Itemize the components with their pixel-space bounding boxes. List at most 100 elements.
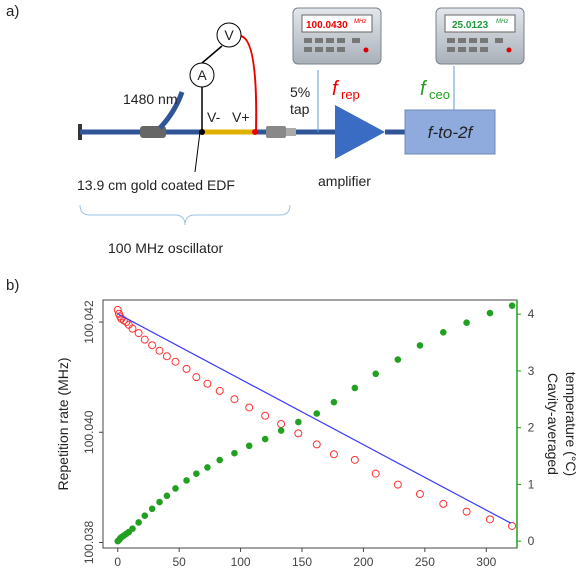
wire <box>201 45 223 132</box>
data-point <box>416 342 424 349</box>
data-point <box>277 420 286 428</box>
panel-label: a) <box>6 3 19 20</box>
x-tick-label: 250 <box>415 555 435 569</box>
x-tick-label: 300 <box>476 555 496 569</box>
data-point <box>172 485 179 492</box>
coupler <box>140 126 166 138</box>
f-rep-sub: rep <box>341 87 360 102</box>
data-point <box>261 411 270 420</box>
data-point <box>508 521 517 530</box>
data-point <box>330 398 338 406</box>
v-plus: V+ <box>232 109 250 125</box>
meter-reading: 100.0430 <box>306 20 348 31</box>
f-to-2f-box <box>404 109 496 155</box>
data-point <box>182 364 191 373</box>
wire <box>240 35 258 133</box>
data-point <box>215 386 224 395</box>
data-point <box>193 470 200 477</box>
voltmeter-label: V <box>224 27 234 43</box>
f-ceo: f <box>420 78 428 100</box>
data-point <box>155 346 164 355</box>
data-point <box>140 335 149 344</box>
diagram: a) A V 1480 nm V- V+ 13.9 cm gold coated… <box>6 3 525 294</box>
tap-label: 5% <box>290 84 310 100</box>
data-point <box>486 309 494 317</box>
data-point <box>204 464 211 471</box>
amplifier-label: amplifier <box>318 173 371 189</box>
data-point <box>462 507 471 516</box>
plot-frame <box>102 299 518 549</box>
data-point <box>128 324 137 333</box>
data-point <box>312 440 321 449</box>
data-point <box>245 442 253 450</box>
connector <box>266 126 286 138</box>
ammeter-label: A <box>197 67 207 83</box>
tap-label: tap <box>290 101 310 117</box>
data-point <box>295 418 302 426</box>
meter-buttons <box>304 38 360 52</box>
data-point <box>129 525 136 533</box>
meter-led <box>506 47 512 53</box>
data-point <box>245 403 254 412</box>
pointer <box>194 131 201 173</box>
meter: 100.0430 MHz <box>292 7 382 65</box>
data-point <box>439 499 448 508</box>
data-point <box>351 384 359 392</box>
f-to-2f: f-to-2f <box>428 123 475 142</box>
data-point <box>216 456 224 464</box>
data-point <box>156 498 163 506</box>
x-tick-label: 150 <box>292 555 312 569</box>
data-point <box>439 329 447 336</box>
meter-unit: MHz <box>496 19 508 25</box>
data-point <box>183 477 190 484</box>
data-point <box>394 356 402 363</box>
data-point <box>230 395 239 404</box>
data-point <box>463 319 470 327</box>
meter-buttons <box>447 38 503 52</box>
ammeter <box>189 62 215 88</box>
data-point <box>350 455 359 464</box>
data-point <box>203 379 212 388</box>
data-point <box>372 370 380 378</box>
data-point <box>162 352 171 361</box>
data-point <box>163 492 171 500</box>
meter-unit: MHz <box>354 19 366 25</box>
f-ceo-sub: ceo <box>429 87 450 102</box>
y2-tick-label: 1 <box>528 477 535 491</box>
fit-line <box>117 313 512 524</box>
data-point <box>415 489 424 498</box>
data-point <box>134 329 143 338</box>
y-axis-label: Repetition rate (MHz) <box>55 357 71 490</box>
meter-reading: 25.0123 <box>452 20 489 31</box>
fiber-label: 13.9 cm gold coated EDF <box>77 177 235 193</box>
wavelength: 1480 nm <box>123 91 177 107</box>
data-point <box>508 302 516 309</box>
y-tick-label: 100.042 <box>82 300 96 344</box>
amplifier <box>335 105 385 159</box>
data-point <box>485 515 494 524</box>
y-tick-label: 100.038 <box>82 520 96 564</box>
brace <box>79 204 291 226</box>
data-point <box>148 341 157 350</box>
x-tick-label: 0 <box>114 555 121 569</box>
v-minus: V- <box>207 109 221 125</box>
meter: 25.0123 MHz <box>435 7 525 65</box>
data-point <box>171 357 180 366</box>
y2-tick-label: 2 <box>528 421 535 435</box>
x-tick-label: 50 <box>172 555 186 569</box>
meter-display <box>444 14 516 33</box>
data-point <box>135 519 142 526</box>
meter-led <box>363 47 369 53</box>
meter-display <box>301 14 373 33</box>
data-point <box>192 373 201 382</box>
voltmeter <box>216 22 242 48</box>
chart: 0 50 100 150 200 250 300 100.038 100.040 100.042 0… <box>55 299 579 578</box>
data-point <box>313 410 321 417</box>
y2-tick-label: 0 <box>528 534 535 548</box>
data-point <box>141 512 149 519</box>
y-tick-label: 100.040 <box>82 410 96 454</box>
f-rep: f <box>332 78 340 100</box>
panel-label: b) <box>6 277 19 294</box>
pump-fiber <box>158 91 185 130</box>
